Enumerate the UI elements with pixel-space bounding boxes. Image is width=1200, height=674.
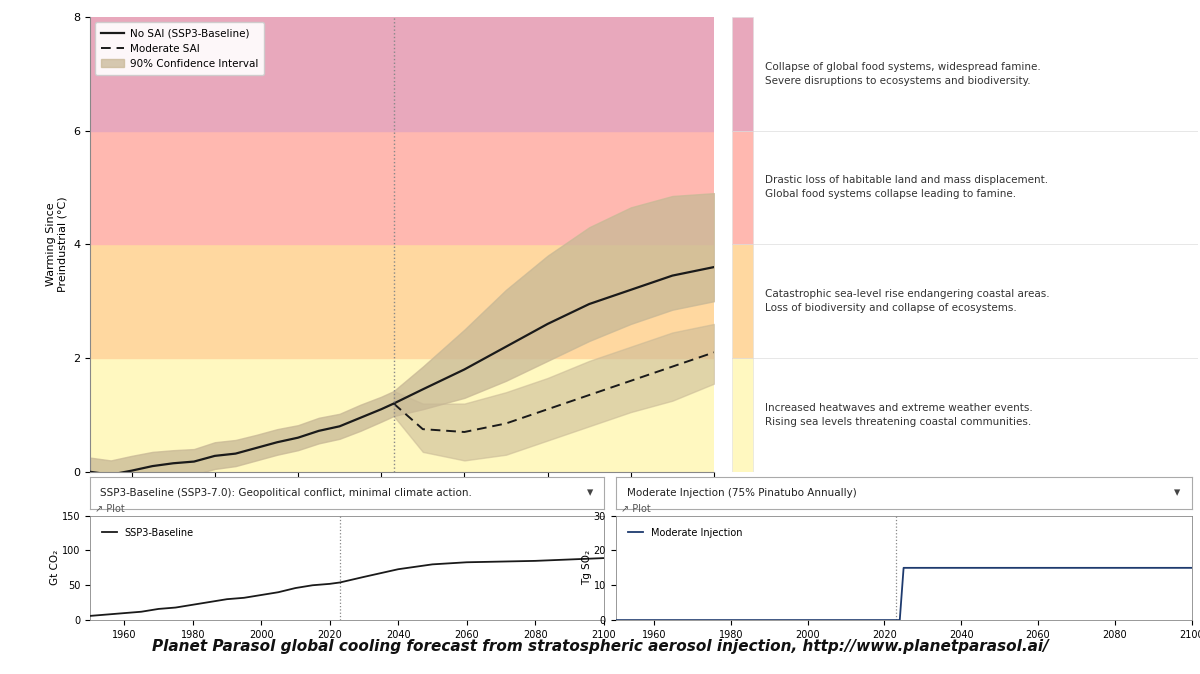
- Bar: [90, 17, 714, 131]
- Text: Catastrophic sea-level rise endangering coastal areas.
Loss of biodiversity and : Catastrophic sea-level rise endangering …: [764, 289, 1049, 313]
- Text: Moderate Injection (75% Pinatubo Annually): Moderate Injection (75% Pinatubo Annuall…: [628, 488, 857, 497]
- Text: Planet Parasol global cooling forecast from stratospheric aerosol injection, htt: Planet Parasol global cooling forecast f…: [151, 639, 1049, 654]
- Text: ▾: ▾: [1174, 486, 1180, 499]
- Text: ↗ Plot: ↗ Plot: [622, 503, 652, 514]
- Bar: [732, 17, 752, 131]
- Text: ↗ Plot: ↗ Plot: [95, 503, 125, 514]
- Text: Collapse of global food systems, widespread famine.
Severe disruptions to ecosys: Collapse of global food systems, widespr…: [764, 62, 1040, 86]
- Text: ▾: ▾: [587, 486, 593, 499]
- Y-axis label: Gt CO₂: Gt CO₂: [50, 550, 60, 586]
- Text: SSP3-Baseline (SSP3-7.0): Geopolitical conflict, minimal climate action.: SSP3-Baseline (SSP3-7.0): Geopolitical c…: [101, 488, 472, 497]
- Text: Increased heatwaves and extreme weather events.
Rising sea levels threatening co: Increased heatwaves and extreme weather …: [764, 403, 1032, 427]
- Bar: [732, 131, 752, 244]
- Bar: [90, 131, 714, 244]
- Y-axis label: Warming Since
Preindustrial (°C): Warming Since Preindustrial (°C): [46, 197, 67, 292]
- Bar: [732, 244, 752, 358]
- Bar: [90, 244, 714, 358]
- Y-axis label: Tg SO₂: Tg SO₂: [582, 550, 592, 586]
- Legend: Moderate Injection: Moderate Injection: [626, 526, 744, 540]
- Legend: SSP3-Baseline: SSP3-Baseline: [100, 526, 196, 540]
- Legend: No SAI (SSP3-Baseline), Moderate SAI, 90% Confidence Interval: No SAI (SSP3-Baseline), Moderate SAI, 90…: [95, 22, 264, 75]
- Bar: [90, 358, 714, 472]
- Text: Drastic loss of habitable land and mass displacement.
Global food systems collap: Drastic loss of habitable land and mass …: [764, 175, 1048, 200]
- Bar: [732, 358, 752, 472]
